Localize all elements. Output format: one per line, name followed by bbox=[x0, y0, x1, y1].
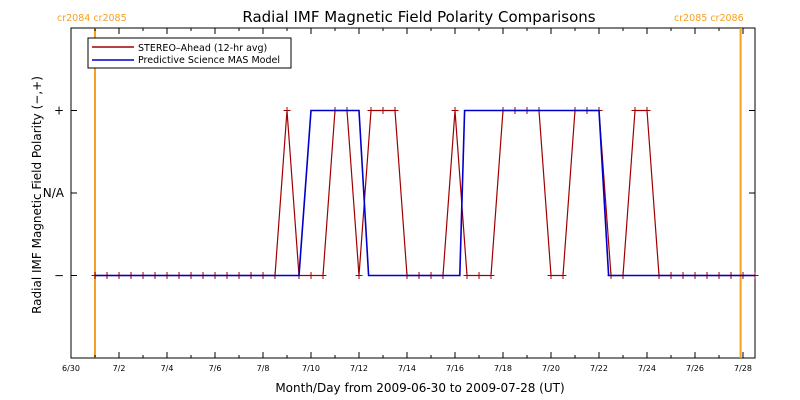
stereo-data-point bbox=[355, 272, 363, 279]
x-tick-label: 6/30 bbox=[62, 364, 80, 373]
x-tick-label: 7/22 bbox=[590, 364, 608, 373]
carrington-label-right: cr2085 cr2086 bbox=[674, 13, 744, 24]
legend-label-mas: Predictive Science MAS Model bbox=[138, 55, 280, 66]
x-tick-label: 7/10 bbox=[302, 364, 320, 373]
x-tick-label: 7/28 bbox=[734, 364, 752, 373]
x-axis-label: Month/Day from 2009-06-30 to 2009-07-28 … bbox=[275, 381, 564, 395]
stereo-data-point bbox=[487, 272, 495, 279]
x-tick-label: 7/20 bbox=[542, 364, 560, 373]
x-tick-label: 7/12 bbox=[350, 364, 368, 373]
series-line-mas bbox=[95, 109, 755, 277]
plot-area: 6/30 7/2 7/4 7/6 7/8 7/10 7/12 7/14 7/16 7/18 7/20… bbox=[43, 27, 759, 373]
stereo-data-point bbox=[547, 272, 555, 279]
x-tick-label: 7/14 bbox=[398, 364, 416, 373]
stereo-data-point bbox=[643, 107, 651, 114]
x-tick-label: 7/26 bbox=[686, 364, 704, 373]
carrington-label-left: cr2084 cr2085 bbox=[57, 13, 127, 24]
stereo-data-point bbox=[475, 272, 483, 279]
stereo-data-point bbox=[451, 107, 459, 114]
legend-label-stereo: STEREO–Ahead (12-hr avg) bbox=[138, 43, 267, 54]
legend: STEREO–Ahead (12-hr avg) Predictive Scie… bbox=[87, 37, 292, 69]
stereo-data-point bbox=[283, 107, 291, 114]
x-tick-label: 7/24 bbox=[638, 364, 656, 373]
chart-title: Radial IMF Magnetic Field Polarity Compa… bbox=[242, 8, 595, 26]
series-line-stereo bbox=[95, 109, 755, 277]
x-tick-label: 7/2 bbox=[113, 364, 126, 373]
legend-box bbox=[87, 37, 292, 69]
y-tick-label: N/A bbox=[43, 186, 65, 200]
stereo-data-point bbox=[631, 107, 639, 114]
x-tick-label: 7/16 bbox=[446, 364, 464, 373]
x-tick-label: 7/18 bbox=[494, 364, 512, 373]
y-tick-label: + bbox=[54, 104, 64, 118]
x-tick-label: 7/8 bbox=[257, 364, 270, 373]
stereo-data-point bbox=[379, 107, 387, 114]
stereo-data-point bbox=[367, 107, 375, 114]
stereo-data-point bbox=[559, 272, 567, 279]
y-tick-label: − bbox=[54, 269, 64, 283]
y-axis-label: Radial IMF Magnetic Field Polarity (−,+) bbox=[30, 76, 44, 314]
stereo-data-point bbox=[391, 107, 399, 114]
x-tick-label: 7/6 bbox=[209, 364, 222, 373]
stereo-data-point bbox=[307, 272, 315, 279]
stereo-data-point bbox=[319, 272, 327, 279]
x-tick-label: 7/4 bbox=[161, 364, 174, 373]
stereo-data-point bbox=[463, 272, 471, 279]
